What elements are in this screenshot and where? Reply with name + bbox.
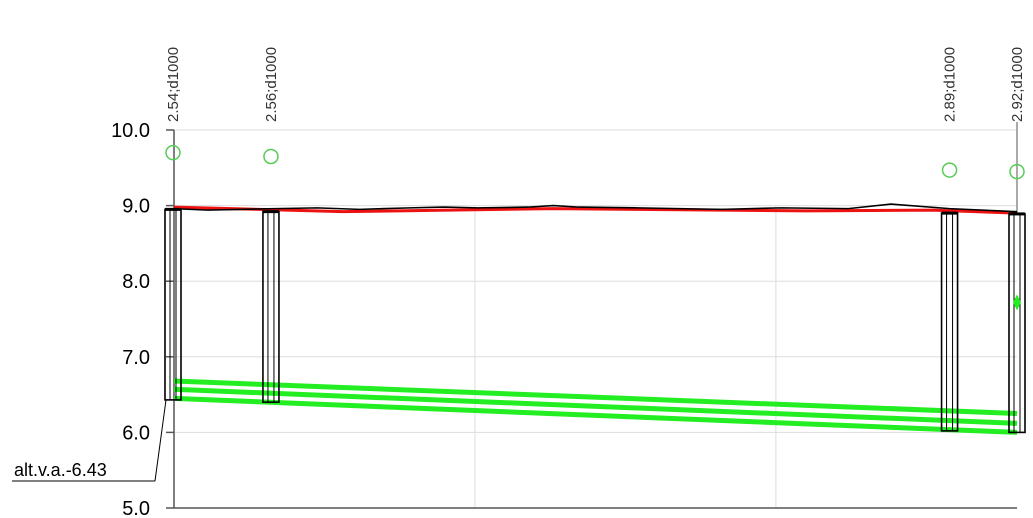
pipe-line <box>173 386 1018 426</box>
well-inner <box>946 212 954 432</box>
grid-layer <box>174 129 1017 508</box>
well-marker <box>165 144 181 161</box>
wells <box>164 144 1026 434</box>
pipe-line <box>173 395 1018 435</box>
well-marker <box>263 148 279 165</box>
point-marker <box>1013 294 1021 311</box>
well-inner <box>169 208 177 401</box>
well-label: 2.56;d1000 <box>263 47 280 122</box>
well-outer <box>262 210 280 403</box>
callout-leader <box>154 399 167 482</box>
well-outer <box>164 208 182 401</box>
well-outer <box>1008 213 1026 434</box>
pipe-line <box>173 378 1018 416</box>
callout-label: alt.v.a.-6.43 <box>14 460 107 480</box>
well-label: 2.92;d1000 <box>1009 47 1026 122</box>
ground-line <box>173 203 1018 213</box>
well-marker <box>941 162 958 178</box>
well-inner <box>267 211 275 403</box>
y-tick-label: 6.0 <box>122 422 150 444</box>
well-label: 2.54;d1000 <box>165 47 182 122</box>
well-label: 2.89;d1000 <box>942 47 959 122</box>
labels: 10.0 9.0 8.0 7.0 6.0 5.0 2.54;d1000 2.56;d1000 2… <box>12 47 1026 518</box>
y-tick-label: 8.0 <box>122 271 150 293</box>
well-outer <box>940 212 959 432</box>
y-tick-label: 7.0 <box>122 347 150 369</box>
profile-lines <box>173 203 1018 435</box>
y-tick-label: 10.0 <box>111 120 150 142</box>
y-tick-label: 5.0 <box>122 498 150 518</box>
surface-line <box>173 205 1018 215</box>
well-marker <box>1009 163 1025 180</box>
y-axis <box>166 122 1018 509</box>
well-inner <box>1013 213 1021 433</box>
y-tick-label: 9.0 <box>122 196 150 218</box>
